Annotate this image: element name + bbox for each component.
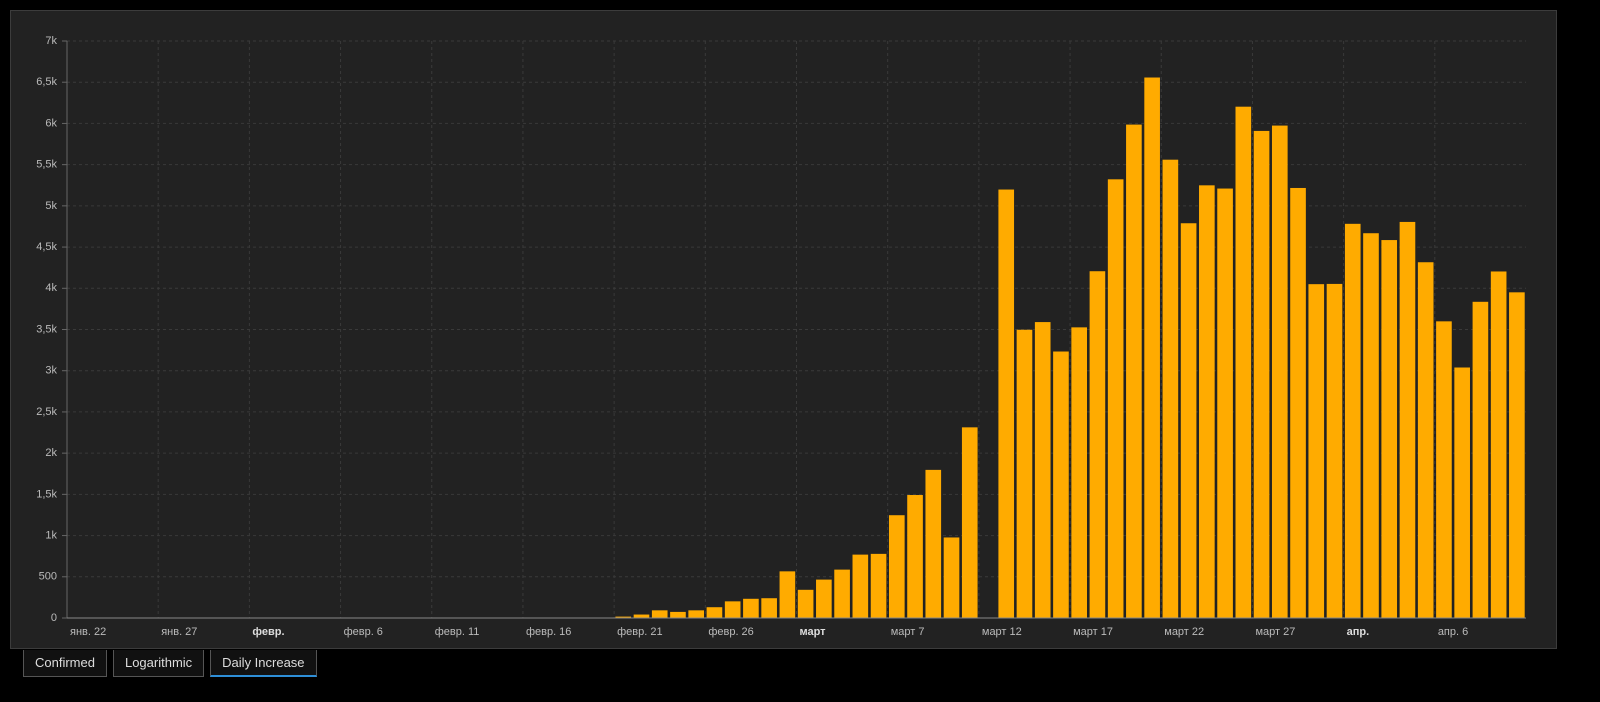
bar xyxy=(852,554,869,618)
bar xyxy=(1290,187,1306,618)
bar xyxy=(1089,271,1106,618)
x-tick-label: март xyxy=(800,626,827,638)
bar xyxy=(1235,106,1252,619)
y-tick-label: 1k xyxy=(45,529,57,541)
x-tick-label: янв. 27 xyxy=(161,626,197,638)
bar xyxy=(1162,159,1179,618)
y-tick-label: 7k xyxy=(45,35,57,47)
bar xyxy=(1144,77,1160,618)
x-tick-label: апр. xyxy=(1347,626,1370,638)
y-tick-label: 4,5k xyxy=(36,241,57,253)
bar xyxy=(907,495,923,618)
bar xyxy=(888,515,905,618)
x-tick-label: март 27 xyxy=(1255,626,1295,638)
bar xyxy=(797,589,814,618)
x-tick-label: март 12 xyxy=(982,626,1022,638)
bar xyxy=(1253,130,1270,618)
bar xyxy=(1509,292,1525,618)
x-tick-label: февр. 16 xyxy=(526,626,571,638)
y-tick-label: 500 xyxy=(39,571,57,583)
x-tick-label: февр. xyxy=(252,626,284,638)
bar xyxy=(670,611,686,618)
y-tick-label: 6,5k xyxy=(36,76,57,88)
bar xyxy=(1363,233,1379,618)
y-tick-label: 2,5k xyxy=(36,406,57,418)
bar xyxy=(961,427,978,618)
bar xyxy=(1490,271,1507,618)
bar xyxy=(706,607,723,618)
bar xyxy=(1308,284,1325,618)
bar xyxy=(816,579,832,618)
y-tick-label: 6k xyxy=(45,117,57,129)
y-tick-label: 4k xyxy=(45,282,57,294)
bar xyxy=(1326,283,1343,618)
y-tick-label: 3,5k xyxy=(36,323,57,335)
bar xyxy=(651,610,668,618)
bar xyxy=(1199,185,1215,618)
bar xyxy=(998,189,1015,618)
x-tick-label: февр. 6 xyxy=(344,626,383,638)
bar xyxy=(1454,367,1470,618)
tab[interactable]: Logarithmic xyxy=(112,650,205,677)
tab[interactable]: Confirmed xyxy=(23,650,107,677)
x-tick-label: февр. 21 xyxy=(617,626,662,638)
bar xyxy=(1180,223,1197,618)
y-tick-label: 5k xyxy=(45,200,57,212)
bar xyxy=(1071,327,1087,618)
bar xyxy=(1436,321,1452,618)
bar xyxy=(779,571,796,618)
tab-bar: Confirmed Logarithmic Daily Increase xyxy=(23,650,317,677)
bar xyxy=(1016,329,1033,618)
bar xyxy=(1344,223,1361,618)
bar xyxy=(834,569,850,618)
bar xyxy=(1381,240,1398,618)
x-tick-label: янв. 22 xyxy=(70,626,106,638)
bar xyxy=(1053,351,1069,618)
bar xyxy=(615,616,632,618)
bar xyxy=(724,601,741,618)
y-tick-label: 0 xyxy=(51,612,57,624)
y-tick-label: 3k xyxy=(45,365,57,377)
x-tick-label: март 7 xyxy=(891,626,925,638)
bar xyxy=(1417,262,1434,618)
bar xyxy=(633,614,650,618)
bar xyxy=(870,553,887,618)
y-tick-label: 1,5k xyxy=(36,488,57,500)
bar xyxy=(943,537,960,618)
y-tick-label: 5,5k xyxy=(36,159,57,171)
bar xyxy=(1472,301,1489,618)
x-tick-label: апр. 6 xyxy=(1438,626,1468,638)
bar xyxy=(1034,322,1051,618)
x-tick-label: февр. 26 xyxy=(708,626,753,638)
x-tick-label: февр. 11 xyxy=(435,626,480,638)
bar xyxy=(1271,125,1288,618)
tab[interactable]: Daily Increase xyxy=(210,650,317,677)
bar xyxy=(1217,188,1233,618)
bar xyxy=(925,469,942,618)
bar xyxy=(761,598,777,618)
bar xyxy=(1399,221,1416,618)
bar xyxy=(743,598,759,618)
bar xyxy=(1126,124,1142,618)
bar xyxy=(1107,179,1124,619)
x-tick-label: март 17 xyxy=(1073,626,1113,638)
bar xyxy=(688,610,705,618)
y-tick-label: 2k xyxy=(45,447,57,459)
chart: 0 500 1k 1,5k 2k 2,5k 3k 3,5k 4k 4,5k 5k 5,5k 6k 6,5k… xyxy=(10,10,1557,649)
x-tick-label: март 22 xyxy=(1164,626,1204,638)
